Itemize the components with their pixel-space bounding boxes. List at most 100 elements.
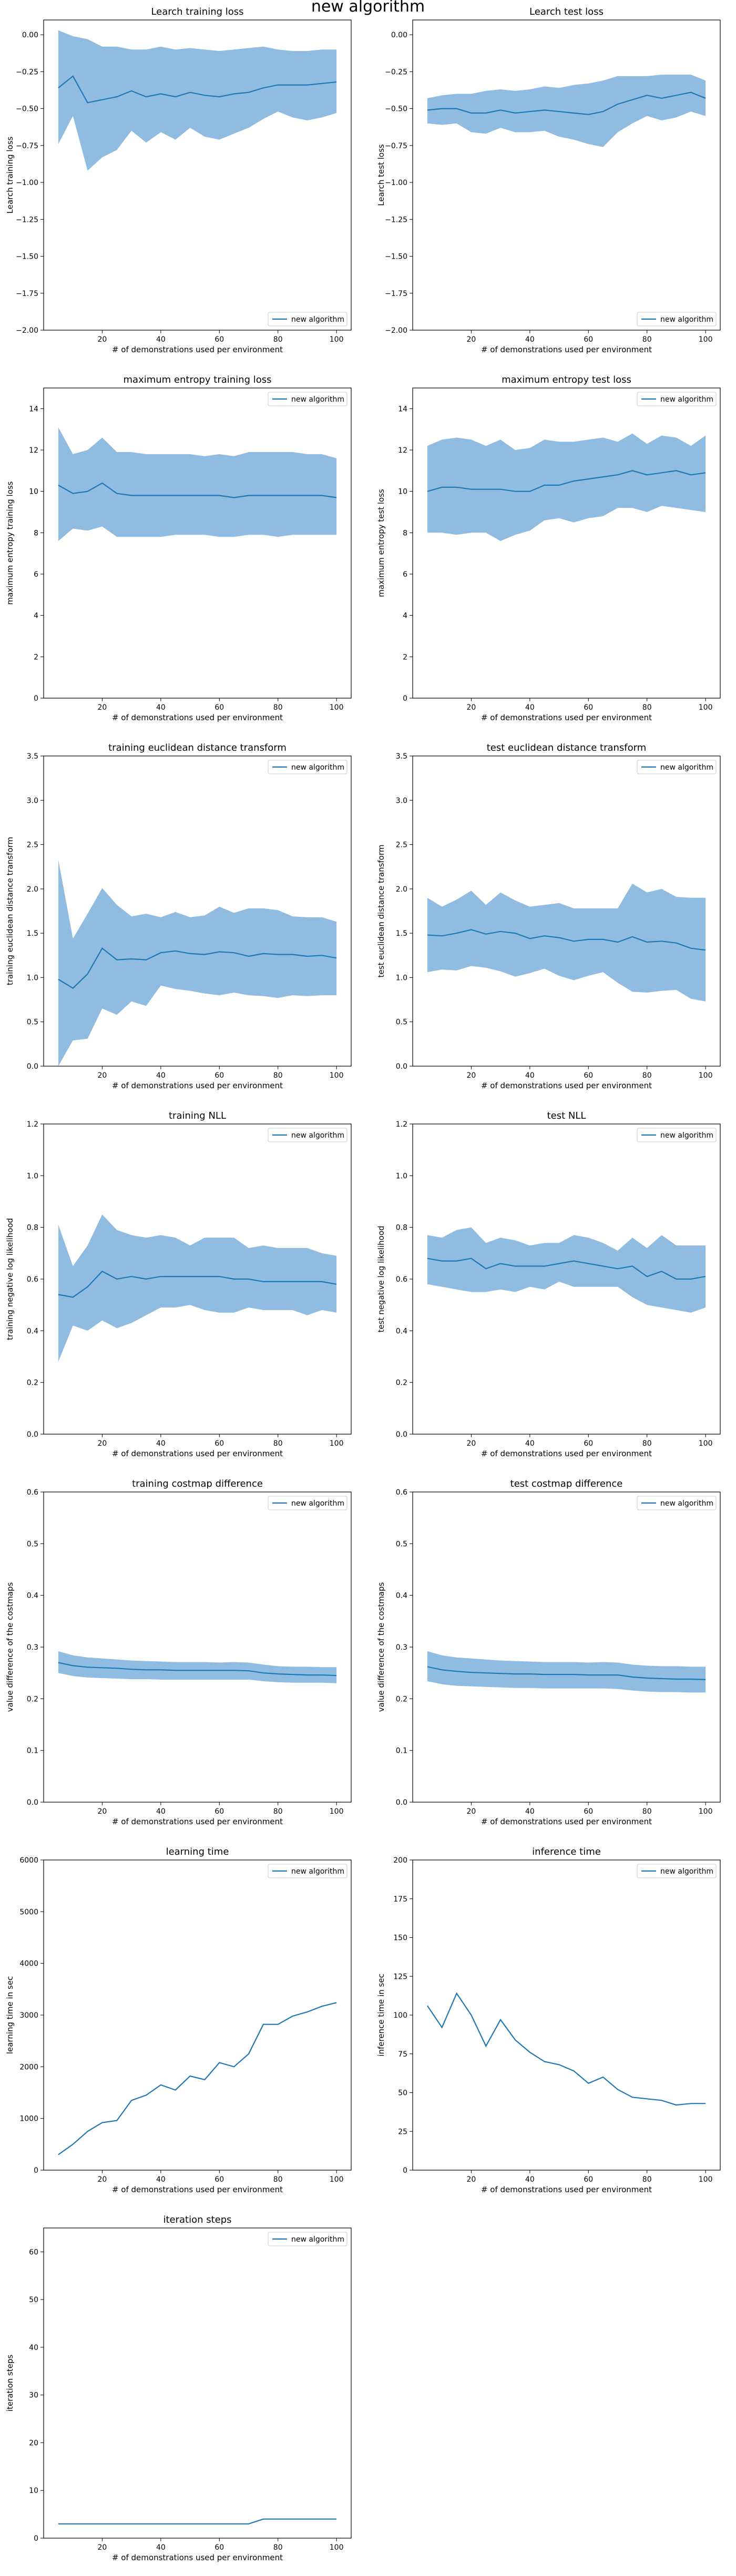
x-axis-label: # of demonstrations used per environment <box>112 1449 283 1458</box>
x-axis-label: # of demonstrations used per environment <box>481 2185 652 2194</box>
y-tick-label: 8 <box>34 529 38 537</box>
x-tick-label: 60 <box>214 1071 224 1080</box>
y-tick-label: −1.00 <box>16 179 38 187</box>
y-tick-label: 50 <box>398 2089 407 2098</box>
series-line <box>58 947 337 989</box>
subplot-title: test NLL <box>547 1110 586 1121</box>
y-tick-label: 1.2 <box>27 1120 38 1129</box>
legend-label: new algorithm <box>291 2235 344 2244</box>
plot-data-layer <box>58 1651 337 1683</box>
x-tick-label: 100 <box>699 1439 713 1448</box>
x-tick-label: 80 <box>273 335 283 344</box>
y-tick-label: 10 <box>29 2487 38 2495</box>
x-axis-label: # of demonstrations used per environment <box>481 345 652 354</box>
y-tick-label: 0 <box>34 694 38 703</box>
y-axis-label: Learch training loss <box>5 136 15 213</box>
y-tick-label: 60 <box>29 2248 38 2256</box>
y-axis-label: test euclidean distance transform <box>376 845 386 978</box>
x-tick-label: 80 <box>273 1439 283 1448</box>
y-tick-label: 1.2 <box>396 1120 407 1129</box>
plot-data-layer <box>58 427 337 541</box>
y-tick-label: 100 <box>393 2011 407 2020</box>
legend-box <box>268 2232 347 2246</box>
y-tick-label: 14 <box>29 405 38 413</box>
subplot-2: Learch test loss 20 40 60 80 100 0.00 −0.25 −0.5… <box>376 6 721 354</box>
y-tick-label: 30 <box>29 2391 38 2400</box>
y-tick-label: 0.1 <box>27 1747 38 1755</box>
confidence-band <box>58 860 337 1066</box>
y-tick-label: −1.25 <box>385 216 407 224</box>
series-line <box>58 75 337 104</box>
y-axis-label: learning time in sec <box>5 1976 15 2054</box>
x-tick-label: 40 <box>525 1439 535 1448</box>
y-tick-label: 6 <box>403 570 407 579</box>
y-tick-label: 2.0 <box>27 885 38 894</box>
y-tick-label: −1.75 <box>385 290 407 298</box>
confidence-band <box>427 433 706 541</box>
x-tick-label: 20 <box>98 1071 107 1080</box>
x-tick-label: 100 <box>699 335 713 344</box>
subplot-9: training costmap difference 20 40 60 80 100 0.… <box>5 1478 352 1826</box>
y-tick-label: 12 <box>29 446 38 455</box>
y-tick-label: 25 <box>398 2128 407 2136</box>
series-line <box>427 1258 706 1280</box>
series-line <box>58 2002 337 2155</box>
x-tick-label: 80 <box>273 1071 283 1080</box>
x-tick-label: 40 <box>156 335 166 344</box>
x-tick-label: 60 <box>584 1071 593 1080</box>
y-tick-label: 3.0 <box>27 796 38 805</box>
y-tick-label: 0 <box>403 2166 407 2175</box>
y-axis-label: Learch test loss <box>376 144 386 206</box>
legend-box <box>637 760 717 774</box>
y-tick-label: 0.00 <box>22 31 38 39</box>
x-tick-label: 80 <box>273 703 283 712</box>
y-tick-label: −0.25 <box>16 68 38 76</box>
y-tick-label: −2.00 <box>385 326 407 335</box>
y-tick-label: −1.75 <box>16 290 38 298</box>
y-tick-label: 0.4 <box>396 1327 407 1335</box>
y-tick-label: 150 <box>393 1934 407 1943</box>
plot-data-layer <box>58 2518 337 2524</box>
series-line <box>58 1662 337 1677</box>
x-axis-label: # of demonstrations used per environment <box>112 2553 283 2562</box>
y-tick-label: 0.3 <box>27 1643 38 1652</box>
y-tick-label: 0.6 <box>27 1488 38 1497</box>
legend-label: new algorithm <box>291 1867 344 1876</box>
legend-label: new algorithm <box>660 315 713 324</box>
x-tick-label: 20 <box>98 2543 107 2552</box>
x-tick-label: 20 <box>467 1807 476 1816</box>
legend-box <box>268 1864 347 1878</box>
y-tick-label: 0.8 <box>27 1224 38 1232</box>
y-tick-label: 3.0 <box>396 796 407 805</box>
y-tick-label: −1.00 <box>385 179 407 187</box>
x-tick-label: 60 <box>214 335 224 344</box>
y-tick-label: 0.4 <box>396 1592 407 1600</box>
y-tick-label: 0.2 <box>27 1695 38 1703</box>
y-tick-label: 0.5 <box>396 1018 407 1027</box>
x-tick-label: 60 <box>214 1439 224 1448</box>
subplot-8: test NLL 20 40 60 80 100 0.0 0.2 0.4 0.6 0.8 1.0 1.2… <box>376 1110 721 1458</box>
plot-data-layer <box>427 75 706 147</box>
x-tick-label: 40 <box>525 703 535 712</box>
legend-box <box>637 1128 717 1142</box>
x-tick-label: 80 <box>642 1807 652 1816</box>
x-tick-label: 20 <box>98 1807 107 1816</box>
x-tick-label: 60 <box>584 2175 593 2184</box>
x-tick-label: 40 <box>525 1071 535 1080</box>
y-tick-label: 0.6 <box>396 1275 407 1284</box>
x-tick-label: 100 <box>699 703 713 712</box>
x-tick-label: 20 <box>98 335 107 344</box>
legend-label: new algorithm <box>291 763 344 772</box>
x-tick-label: 40 <box>156 1071 166 1080</box>
axes-frame <box>43 19 352 331</box>
y-tick-label: −0.50 <box>16 105 38 114</box>
legend-label: new algorithm <box>291 1499 344 1508</box>
y-tick-label: 1.5 <box>27 929 38 938</box>
x-tick-label: 80 <box>273 1807 283 1816</box>
y-tick-label: 2.5 <box>27 841 38 850</box>
subplot-title: maximum entropy training loss <box>124 374 272 385</box>
x-axis-label: # of demonstrations used per environment <box>112 713 283 722</box>
